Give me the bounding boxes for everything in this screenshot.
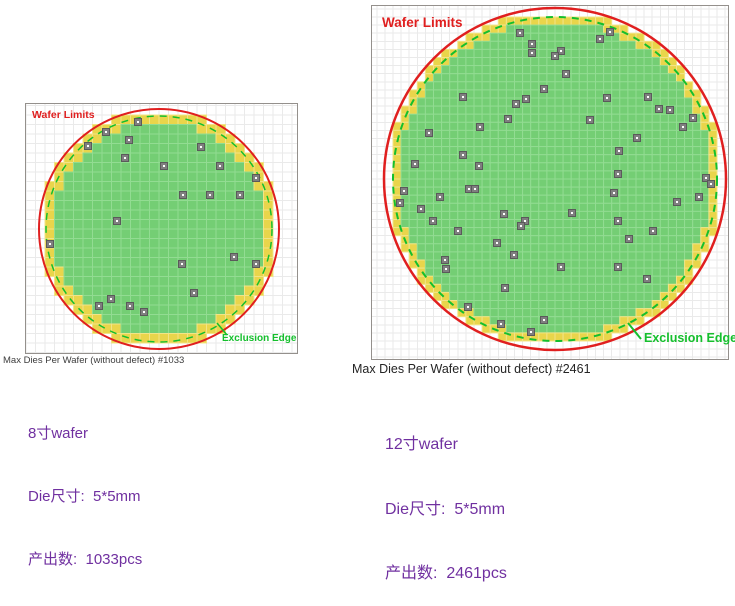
wafer-size-text: 8寸wafer [28,425,89,442]
wafer-info-12in: 12寸wafer Die尺寸: 5*5mm 产出数: 2461pcs [385,391,507,606]
wafer-info-8in: 8寸wafer Die尺寸: 5*5mm 产出数: 1033pcs [28,381,142,591]
output-count-text: 产出数: 2461pcs [385,565,507,582]
output-count-text: 产出数: 1033pcs [28,551,143,568]
wafer-limits-label: Wafer Limits [32,109,95,121]
die-size-text: Die尺寸: 5*5mm [385,500,506,518]
wafer-limits-label: Wafer Limits [382,15,463,30]
wafer-map-panel-8in: Wafer Limits Exclusion Edge [25,103,298,354]
wafer-caption-12in: Max Dies Per Wafer (without defect) #246… [352,362,591,376]
exclusion-edge-label: Exclusion Edge [644,331,735,345]
wafer-map-panel-12in: Wafer Limits Exclusion Edge [371,5,735,360]
wafer-caption-8in: Max Dies Per Wafer (without defect) #103… [3,355,185,366]
wafer-map-12in [372,6,728,359]
die-size-text: Die尺寸: 5*5mm [28,488,141,505]
wafer-size-text: 12寸wafer [385,436,458,453]
wafer-map-8in [26,104,297,353]
exclusion-edge-label: Exclusion Edge [222,333,297,344]
